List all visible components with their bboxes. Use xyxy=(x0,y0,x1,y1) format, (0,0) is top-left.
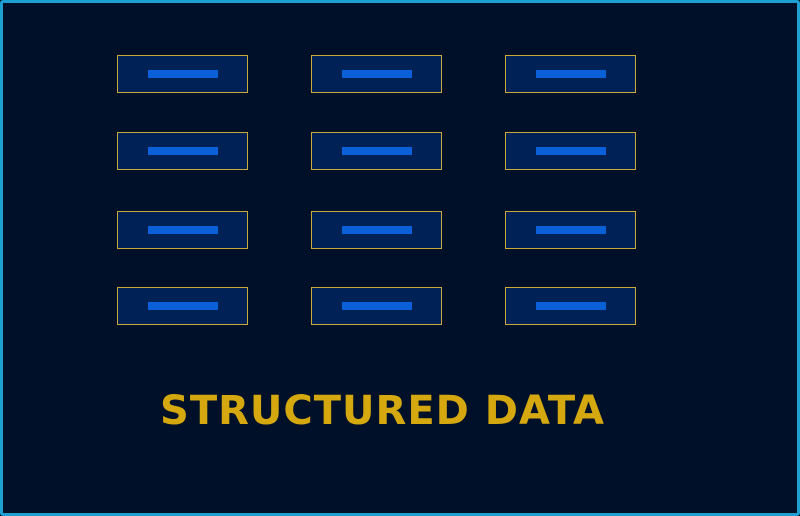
data-block-grid xyxy=(117,55,642,331)
data-block xyxy=(311,211,442,249)
data-block xyxy=(505,55,636,93)
data-block xyxy=(311,132,442,170)
data-block xyxy=(505,132,636,170)
graphic-title: STRUCTURED DATA xyxy=(160,388,605,434)
data-block xyxy=(311,287,442,325)
data-block-bar xyxy=(342,302,412,310)
data-block-bar xyxy=(148,226,218,234)
data-block-bar xyxy=(148,302,218,310)
data-block-bar xyxy=(342,147,412,155)
data-block xyxy=(505,211,636,249)
data-block-bar xyxy=(536,147,606,155)
data-block-bar xyxy=(148,70,218,78)
data-block xyxy=(311,55,442,93)
data-block xyxy=(117,132,248,170)
data-block xyxy=(505,287,636,325)
data-block xyxy=(117,287,248,325)
data-block xyxy=(117,55,248,93)
data-block-bar xyxy=(342,70,412,78)
data-block-bar xyxy=(148,147,218,155)
data-block xyxy=(117,211,248,249)
data-block-bar xyxy=(536,302,606,310)
data-block-bar xyxy=(536,70,606,78)
data-block-bar xyxy=(342,226,412,234)
data-block-bar xyxy=(536,226,606,234)
